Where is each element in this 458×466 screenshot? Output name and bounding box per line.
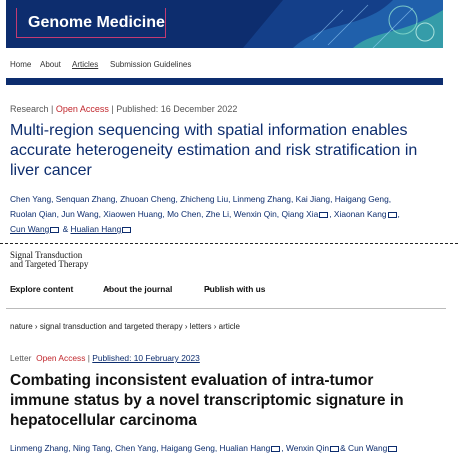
breadcrumb-item[interactable]: letters bbox=[189, 322, 212, 331]
nav-rule bbox=[6, 308, 446, 309]
open-access-badge: Open Access bbox=[36, 353, 86, 363]
author[interactable]: Ruolan Qian bbox=[10, 209, 57, 219]
author[interactable]: Qiang Xia bbox=[281, 209, 319, 219]
chevron-down-icon: ⌄ bbox=[12, 285, 18, 292]
banner-artwork bbox=[243, 0, 443, 48]
author[interactable]: Cun Wang bbox=[10, 224, 50, 234]
mail-icon[interactable] bbox=[50, 226, 60, 233]
author[interactable]: Zhicheng Liu bbox=[180, 194, 229, 204]
breadcrumb-item[interactable]: signal transduction and targeted therapy bbox=[39, 322, 183, 331]
nav-label: Publish with us bbox=[204, 284, 266, 294]
open-access-badge: Open Access bbox=[55, 104, 109, 114]
author[interactable]: Haigang Geng bbox=[160, 443, 215, 453]
author[interactable]: Chen Yang bbox=[115, 443, 157, 453]
article-title: Combating inconsistent evaluation of int… bbox=[10, 372, 404, 429]
journal-logo[interactable]: Signal Transduction and Targeted Therapy bbox=[10, 251, 88, 269]
article-type: Letter bbox=[10, 353, 32, 363]
publish-date: Published: 16 December 2022 bbox=[116, 104, 238, 114]
author[interactable]: Xiaonan Kang bbox=[333, 209, 387, 219]
mail-icon[interactable] bbox=[122, 226, 132, 233]
publish-date[interactable]: Published: 10 February 2023 bbox=[92, 353, 200, 363]
author[interactable]: Haigang Geng bbox=[334, 194, 389, 204]
author[interactable]: Kai Jiang bbox=[295, 194, 331, 204]
author-conjunction: & bbox=[340, 443, 346, 453]
author[interactable]: Chen Yang bbox=[10, 194, 52, 204]
nav-submission-guidelines[interactable]: Submission Guidelines bbox=[110, 60, 192, 69]
article-type: Research bbox=[10, 104, 49, 114]
article-meta: Letter Open Access | Published: 10 Febru… bbox=[10, 353, 200, 363]
journal-title[interactable]: Genome Medicine bbox=[16, 8, 166, 38]
chevron-right-icon: › bbox=[184, 322, 190, 331]
mail-icon[interactable] bbox=[271, 445, 281, 452]
author[interactable]: Wenxin Qin bbox=[233, 209, 277, 219]
author[interactable]: Senquan Zhang bbox=[55, 194, 116, 204]
nav-about[interactable]: About bbox=[40, 60, 61, 69]
breadcrumb-item: article bbox=[218, 322, 240, 331]
nav-label: Explore content bbox=[10, 284, 74, 294]
author-list: Chen Yang, Senquan Zhang, Zhuoan Cheng, … bbox=[10, 194, 400, 234]
mail-icon[interactable] bbox=[319, 211, 329, 218]
breadcrumb-item[interactable]: nature bbox=[10, 322, 33, 331]
section-divider bbox=[0, 243, 458, 244]
chevron-down-icon: ⌄ bbox=[206, 285, 212, 292]
author[interactable]: Xiaowen Huang bbox=[103, 209, 163, 219]
breadcrumb: nature › signal transduction and targete… bbox=[10, 322, 240, 331]
author-list: Linmeng Zhang, Ning Tang, Chen Yang, Hai… bbox=[10, 443, 455, 453]
nav-home[interactable]: Home bbox=[10, 60, 32, 69]
author[interactable]: Ning Tang bbox=[72, 443, 111, 453]
author[interactable]: Mo Chen bbox=[167, 209, 202, 219]
logo-line-1: Signal Transduction bbox=[10, 250, 83, 260]
logo-line-2: and Targeted Therapy bbox=[10, 259, 89, 269]
chevron-right-icon: › bbox=[213, 322, 219, 331]
article-meta: Research | Open Access | Published: 16 D… bbox=[10, 104, 238, 114]
author[interactable]: Cun Wang bbox=[348, 443, 388, 453]
author[interactable]: Linmeng Zhang bbox=[232, 194, 291, 204]
article-title: Multi-region sequencing with spatial inf… bbox=[10, 122, 418, 179]
chevron-down-icon: ⌄ bbox=[105, 285, 111, 292]
mail-icon[interactable] bbox=[387, 211, 397, 218]
author-conjunction: & bbox=[62, 224, 69, 234]
author[interactable]: Linmeng Zhang bbox=[10, 443, 69, 453]
author[interactable]: Hualian Hang bbox=[219, 443, 271, 453]
mail-icon[interactable] bbox=[388, 445, 398, 452]
author[interactable]: Zhe Li bbox=[205, 209, 229, 219]
mail-icon[interactable] bbox=[330, 445, 340, 452]
author[interactable]: Wenxin Qin bbox=[285, 443, 330, 453]
nav-articles[interactable]: Articles bbox=[72, 60, 99, 69]
journal-banner: Genome Medicine bbox=[6, 0, 443, 48]
nav-label: About the journal bbox=[103, 284, 173, 294]
top-nav: Home About Articles Submission Guideline… bbox=[6, 54, 443, 76]
nav-rule bbox=[6, 78, 443, 85]
author[interactable]: Jun Wang bbox=[61, 209, 99, 219]
author[interactable]: Zhuoan Cheng bbox=[120, 194, 176, 204]
chevron-right-icon: › bbox=[34, 322, 40, 331]
author[interactable]: Hualian Hang bbox=[70, 224, 122, 234]
